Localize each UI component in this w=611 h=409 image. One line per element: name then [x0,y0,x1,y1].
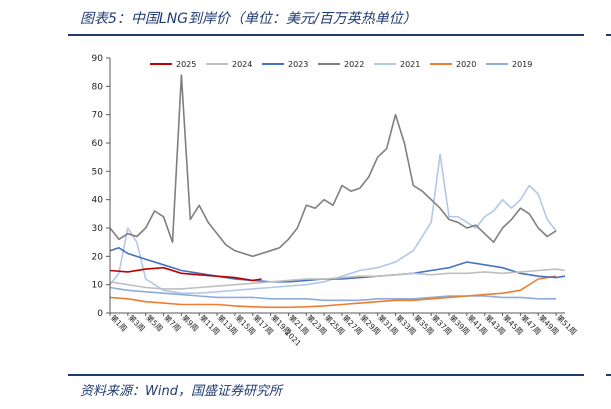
x-tick-label: 第9周 [180,312,201,333]
series-line-2025 [109,266,262,282]
legend-label-2024: 2024 [232,60,252,69]
y-tick-label: 0 [97,309,103,319]
title-divider-edge-mark [606,34,611,36]
x-tick-label: 第3周 [126,312,147,333]
series-line-2022 [109,74,557,258]
y-tick-label: 70 [92,111,104,121]
x-tick-label: 第5周 [144,312,165,333]
source-divider-edge-mark [606,374,611,376]
y-tick-label: 60 [92,139,104,149]
title-divider [68,34,584,36]
series-line-2019 [109,286,557,302]
y-tick-label: 40 [92,196,104,206]
legend-label-2023: 2023 [288,60,308,69]
series-line-2023 [109,247,566,283]
figure-title: 图表5：中国LNG到岸价（单位：美元/百万英热单位） [80,11,417,27]
legend-label-2020: 2020 [456,60,476,69]
series-line-2020 [109,275,557,309]
y-tick-label: 10 [92,281,104,291]
series-layer [109,74,566,309]
series-line-2021 [109,153,557,295]
legend: 2025 2024 2023 2022 2021 2020 2019 [150,60,532,69]
y-tick-label: 80 [92,82,104,92]
legend-label-2025: 2025 [176,60,196,69]
source-note: 资料来源：Wind，国盛证券研究所 [80,384,282,399]
source-divider [68,374,584,376]
x-tick-label: 第7周 [162,312,183,333]
legend-label-2022: 2022 [344,60,364,69]
series-line-2024 [109,268,566,290]
y-tick-label: 30 [92,224,104,234]
legend-label-2021: 2021 [400,60,420,69]
legend-label-2019: 2019 [512,60,532,69]
x-axis-ticks: 第1周第3周第5周第7周第9周第11周第13周第15周第17周第19周第21周第… [109,312,580,336]
x-tick-label: 第1周 [109,312,130,333]
x-tick-label: 第51周 [555,312,579,336]
y-axis-ticks: 0 10 20 30 40 50 60 70 80 90 [92,54,110,319]
y-tick-label: 50 [92,167,104,177]
y-tick-label: 90 [92,54,104,64]
y-tick-label: 20 [92,252,104,262]
